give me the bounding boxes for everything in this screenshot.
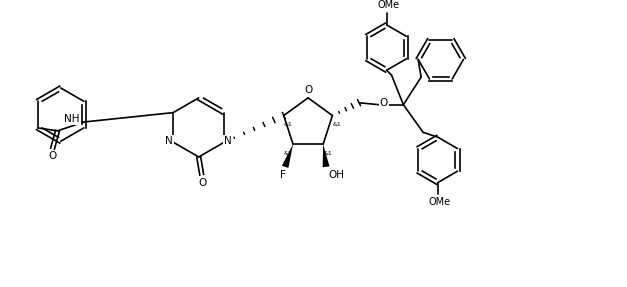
Text: OH: OH: [328, 170, 344, 180]
Text: &1: &1: [333, 122, 342, 127]
Text: &1: &1: [283, 122, 292, 127]
Text: OMe: OMe: [377, 0, 399, 10]
Text: &1: &1: [324, 151, 332, 156]
Text: O: O: [304, 85, 312, 95]
Text: &1: &1: [284, 151, 292, 156]
Polygon shape: [282, 144, 293, 168]
Text: O: O: [379, 98, 387, 108]
Text: O: O: [48, 152, 56, 162]
Text: F: F: [280, 170, 286, 180]
Text: N: N: [166, 136, 173, 146]
Text: NH: NH: [64, 114, 80, 123]
Text: N: N: [224, 136, 232, 146]
Polygon shape: [323, 144, 330, 167]
Text: OMe: OMe: [429, 197, 451, 207]
Text: O: O: [199, 178, 207, 188]
